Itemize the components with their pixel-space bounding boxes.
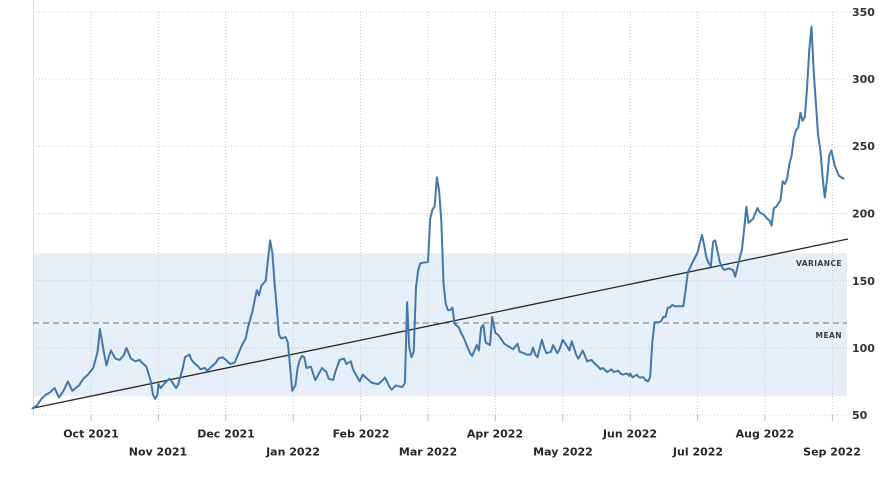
axis-labels-layer: Oct 2021 Nov 2021 Dec 2021 Jan 2022 Feb … bbox=[63, 6, 875, 459]
x-tick-label: Mar 2022 bbox=[399, 446, 457, 459]
x-tick-label: Oct 2021 bbox=[63, 428, 119, 441]
y-tick-label: 100 bbox=[852, 342, 875, 355]
x-tick-label: Feb 2022 bbox=[333, 428, 390, 441]
x-tick-label: Sep 2022 bbox=[803, 446, 861, 459]
x-tick-label: Jul 2022 bbox=[672, 446, 723, 459]
x-tick-label: Dec 2021 bbox=[197, 428, 255, 441]
y-tick-label: 200 bbox=[852, 208, 875, 221]
variance-band-label: VARIANCE bbox=[796, 259, 842, 268]
x-tick-label: Apr 2022 bbox=[467, 428, 523, 441]
y-tick-label: 350 bbox=[852, 6, 875, 19]
variance-band bbox=[33, 253, 847, 397]
x-tick-label: Jun 2022 bbox=[602, 428, 657, 441]
y-tick-label: 150 bbox=[852, 275, 875, 288]
y-tick-label: 250 bbox=[852, 140, 875, 153]
y-tick-label: 50 bbox=[852, 409, 868, 422]
x-tick-label: May 2022 bbox=[533, 446, 593, 459]
mean-line-label: MEAN bbox=[816, 331, 842, 340]
plot-layer bbox=[31, 0, 849, 421]
x-tick-label: Aug 2022 bbox=[736, 428, 795, 441]
x-tick-label: Nov 2021 bbox=[129, 446, 187, 459]
x-tick-label: Jan 2022 bbox=[265, 446, 320, 459]
y-tick-label: 300 bbox=[852, 73, 875, 86]
price-series-line bbox=[31, 25, 845, 410]
